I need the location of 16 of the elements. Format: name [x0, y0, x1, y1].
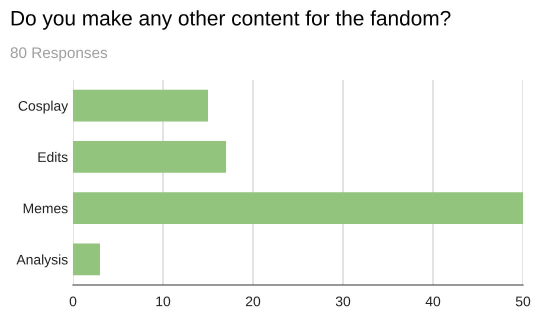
x-tick-label: 30 [336, 296, 350, 306]
chart-subtitle: 80 Responses [10, 47, 108, 62]
bar [73, 243, 100, 276]
x-tick-label: 20 [246, 296, 260, 306]
bar [73, 140, 226, 173]
bar [73, 90, 208, 122]
chart-title: Do you make any other content for the fandom? [12, 10, 450, 30]
x-tick-label: 0 [70, 296, 76, 306]
y-tick-label: Cosplay [18, 100, 68, 114]
x-tick-label: 50 [516, 296, 530, 306]
x-tick-label: 40 [426, 296, 440, 306]
x-tick-label: 10 [156, 296, 170, 306]
y-tick-label: Memes [24, 204, 68, 214]
y-tick-label: Analysis [16, 254, 68, 268]
y-tick-label: Edits [38, 152, 68, 162]
bar [73, 192, 523, 224]
